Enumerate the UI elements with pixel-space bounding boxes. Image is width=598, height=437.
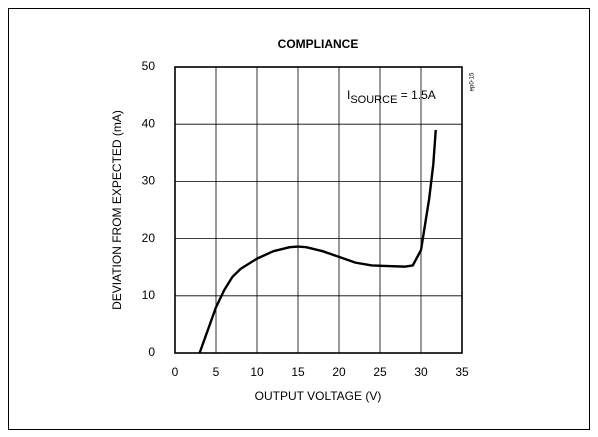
annotation-sub: SOURCE	[350, 94, 397, 106]
line	[198, 129, 437, 354]
x-tick-label: 15	[291, 365, 305, 379]
annotation-rest: = 1.5A	[397, 88, 435, 102]
x-tick-label: 0	[172, 365, 179, 379]
y-tick-label: 50	[142, 59, 156, 73]
x-tick-label: 20	[332, 365, 346, 379]
plot-border	[174, 66, 463, 354]
x-tick-label: 5	[213, 365, 220, 379]
annotation-main: I	[347, 88, 350, 102]
y-tick-label: 30	[142, 174, 156, 188]
x-axis-label: OUTPUT VOLTAGE (V)	[255, 389, 382, 403]
y-tick-label: 20	[142, 231, 156, 245]
y-tick-label: 10	[142, 288, 156, 302]
x-tick-label: 30	[414, 365, 428, 379]
chart-title: COMPLIANCE	[278, 37, 359, 51]
frame	[8, 8, 590, 430]
code-label: ep0-15	[470, 72, 476, 91]
x-tick-label: 10	[250, 365, 264, 379]
y-tick-label: 0	[148, 345, 155, 359]
x-tick-label: 35	[455, 365, 469, 379]
y-axis-label: DEVIATION FROM EXPECTED (mA)	[110, 110, 124, 310]
y-tick-label: 40	[142, 116, 156, 130]
x-tick-label: 25	[373, 365, 387, 379]
annotation: ISOURCE = 1.5A	[347, 88, 436, 106]
